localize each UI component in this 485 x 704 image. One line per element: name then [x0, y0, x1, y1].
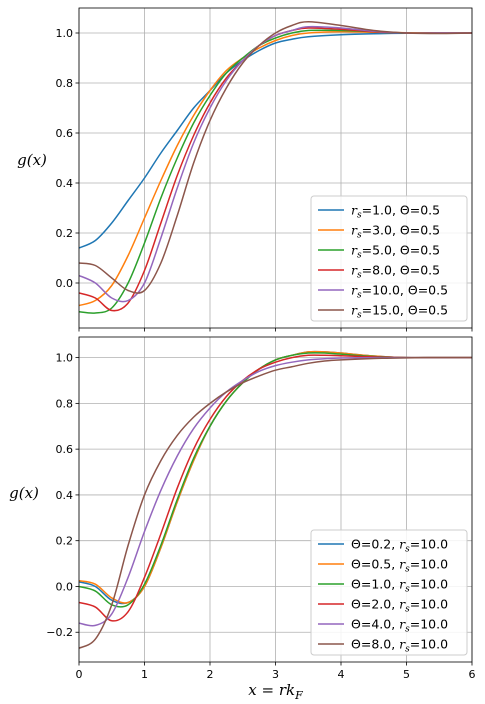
- y-tick-label: 1.0: [56, 352, 74, 365]
- y-axis-label: g(x): [9, 484, 39, 502]
- y-tick-label: 0.0: [56, 277, 74, 290]
- legend-label: rs=8.0, Θ=0.5: [351, 263, 440, 281]
- legend-label: Θ=1.0, rs=10.0: [351, 577, 448, 595]
- legend-label: rs=3.0, Θ=0.5: [351, 223, 440, 241]
- y-axis-label: g(x): [17, 151, 47, 169]
- y-tick-label: 0.8: [56, 397, 74, 410]
- x-tick-label: 3: [272, 668, 279, 681]
- y-tick-label: 0.4: [56, 489, 74, 502]
- series-line: [79, 32, 472, 249]
- legend-label: rs=5.0, Θ=0.5: [351, 243, 440, 261]
- x-axis-label: x = rkF: [248, 681, 303, 702]
- y-tick-label: 0.2: [56, 535, 74, 548]
- x-tick-label: 0: [76, 668, 83, 681]
- legend-label: Θ=0.2, rs=10.0: [351, 537, 448, 555]
- series-line: [79, 356, 472, 649]
- y-tick-label: 0.6: [56, 127, 74, 140]
- series-line: [79, 356, 472, 627]
- y-tick-label: 0.0: [56, 580, 74, 593]
- legend-box: [310, 195, 468, 322]
- x-tick-label: 4: [338, 668, 345, 681]
- y-tick-label: −0.2: [46, 626, 73, 639]
- series-line: [79, 20, 472, 294]
- series-line: [79, 25, 472, 303]
- x-tick-label: 5: [403, 668, 410, 681]
- legend-label: rs=1.0, Θ=0.5: [351, 203, 440, 221]
- x-tick-label: 6: [469, 668, 476, 681]
- legend-label: rs=10.0, Θ=0.5: [351, 283, 448, 301]
- y-tick-label: 0.6: [56, 443, 74, 456]
- legend-label: rs=15.0, Θ=0.5: [351, 303, 448, 321]
- legend-label: Θ=4.0, rs=10.0: [351, 617, 448, 635]
- y-tick-label: 0.2: [56, 227, 74, 240]
- x-tick-label: 2: [207, 668, 214, 681]
- legend-label: Θ=2.0, rs=10.0: [351, 597, 448, 615]
- y-tick-label: 1.0: [56, 27, 74, 40]
- bottom-panel: 0 1 2 3 4 5 6 −0.2 0.0 0.2 0.4 0.6 0.8 1.0 g(x) x = rkF…: [9, 336, 476, 702]
- y-tick-label: 0.8: [56, 77, 74, 90]
- legend-label: Θ=8.0, rs=10.0: [351, 637, 448, 655]
- legend-box: [310, 529, 468, 656]
- top-panel: 0.0 0.2 0.4 0.6 0.8 1.0 g(x) rs=1.0, Θ=0.5 rs=3.…: [17, 7, 473, 332]
- x-tick-label: 1: [141, 668, 148, 681]
- y-tick-label: 0.4: [56, 177, 74, 190]
- legend-label: Θ=0.5, rs=10.0: [351, 557, 448, 575]
